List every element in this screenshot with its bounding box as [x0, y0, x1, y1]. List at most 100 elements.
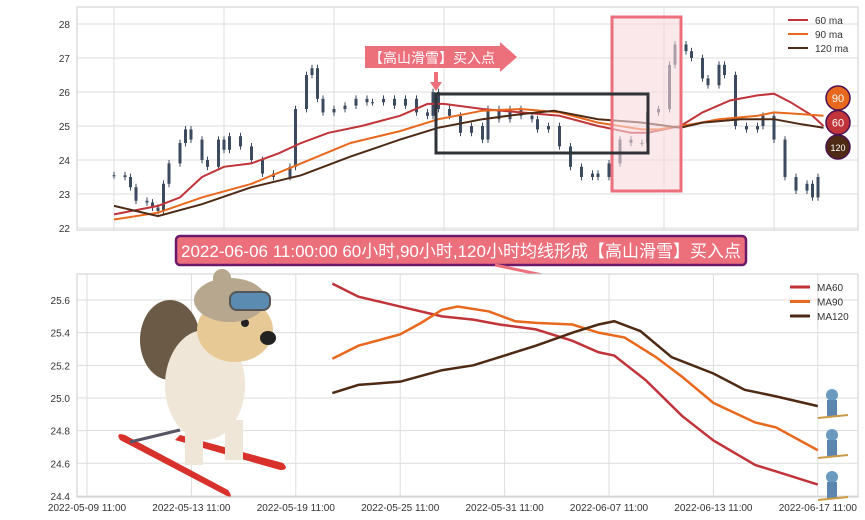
candle-body [250, 146, 253, 160]
top-y-tick-label: 25 [59, 122, 71, 133]
candle [690, 47, 693, 62]
candle [772, 112, 776, 143]
candle [151, 199, 154, 211]
candle-body [437, 92, 440, 109]
x-tick-label: 2022-05-25 11:00 [361, 503, 440, 514]
top-y-tick-label: 23 [59, 190, 71, 201]
bottom-y-tick-label: 25.4 [51, 329, 71, 340]
candle-body [294, 109, 297, 167]
candle [723, 61, 726, 79]
candle-body [816, 177, 820, 198]
candle-body [684, 44, 688, 52]
bottom-y-tick-label: 25.6 [51, 296, 71, 307]
candle [783, 136, 787, 181]
candle-body [189, 129, 193, 140]
banner-bg [174, 234, 748, 267]
ski-left [118, 434, 231, 497]
candle-body [151, 202, 154, 208]
candle-body [321, 98, 325, 113]
candle [145, 197, 149, 206]
candle [382, 95, 385, 106]
candle [596, 170, 600, 181]
skier-ski [817, 414, 849, 419]
candle-body [365, 98, 369, 103]
badge-label: 90 [832, 93, 844, 105]
candle [228, 132, 231, 154]
candle-body [162, 183, 165, 211]
candle-body [129, 177, 132, 188]
candle [354, 95, 358, 109]
legend-label-ma90: 90 ma [815, 30, 843, 41]
skier-head [826, 471, 838, 483]
pompom [213, 269, 231, 287]
candle-body [701, 58, 704, 79]
candle [294, 105, 297, 171]
candle [701, 54, 704, 82]
top-line-ma60 [113, 92, 825, 216]
candle-body [305, 75, 308, 109]
candle [508, 105, 512, 123]
candle-body [167, 163, 171, 184]
candlestick-panel: 【高山滑雪】买入点 60 ma 90 ma 120 ma 90 60 120 [76, 6, 859, 231]
candle [717, 61, 721, 89]
candle-body [591, 173, 594, 177]
bottom-line-ma60 [331, 282, 819, 486]
x-tick-label: 2022-06-07 11:00 [570, 503, 649, 514]
candle-body [415, 98, 418, 113]
legend-label-ma120: 120 ma [815, 44, 849, 55]
x-tick-label: 2022-06-17 11:00 [779, 503, 858, 514]
bottom-y-tick-label: 25.2 [51, 361, 71, 372]
candle [123, 171, 127, 181]
candle [470, 122, 473, 137]
ma-badges: 90 60 120 [825, 85, 851, 160]
candle-body [481, 126, 484, 140]
candle [805, 180, 809, 194]
skier-icon [817, 471, 849, 501]
candle-body [332, 109, 336, 113]
candle-body [239, 136, 242, 147]
legend-label-ma60: 60 ma [815, 16, 843, 27]
candle-body [404, 98, 407, 106]
candle-body [497, 109, 501, 120]
candle-body [310, 68, 314, 75]
candle [580, 163, 583, 181]
skier-body [827, 482, 837, 498]
candle-body [217, 139, 220, 167]
candle [189, 126, 193, 143]
candle-body [200, 139, 204, 160]
candle-body [393, 98, 396, 106]
candle-body [811, 183, 814, 198]
x-tick-label: 2022-05-31 11:00 [465, 503, 544, 514]
top-line-ma90 [113, 107, 824, 221]
candle [536, 115, 539, 133]
banner-text: 2022-06-06 11:00:00 60小时,90小时,120小时均线形成【… [181, 242, 741, 261]
candle [310, 64, 314, 79]
candle [371, 98, 374, 106]
candle [794, 173, 798, 194]
candle [343, 102, 347, 113]
candle-body [547, 126, 550, 130]
top-y-tick-label: 22 [59, 224, 71, 235]
dog-nose [260, 331, 276, 345]
candle [547, 122, 550, 133]
skier-body [827, 400, 837, 416]
candle-body [470, 126, 473, 133]
candle-body [261, 160, 264, 174]
candle-body [734, 75, 737, 126]
candle-body [596, 173, 600, 177]
consolidation-box [434, 92, 650, 155]
bottom-y-tick-label: 24.6 [51, 459, 71, 470]
signal-banner: 2022-06-06 11:00:00 60小时,90小时,120小时均线形成【… [174, 234, 748, 284]
dog-eye [241, 319, 249, 327]
skier-icons [817, 389, 849, 501]
candle-body [123, 175, 127, 177]
candle [134, 183, 138, 205]
candle-body [530, 115, 534, 120]
annotation-label: 【高山滑雪】买入点 [369, 50, 495, 66]
candle [816, 173, 820, 201]
candle-body [745, 126, 748, 130]
x-tick-label: 2022-05-09 11:00 [48, 503, 127, 514]
goggles [229, 291, 271, 311]
candle [393, 95, 396, 109]
candle [222, 136, 226, 154]
